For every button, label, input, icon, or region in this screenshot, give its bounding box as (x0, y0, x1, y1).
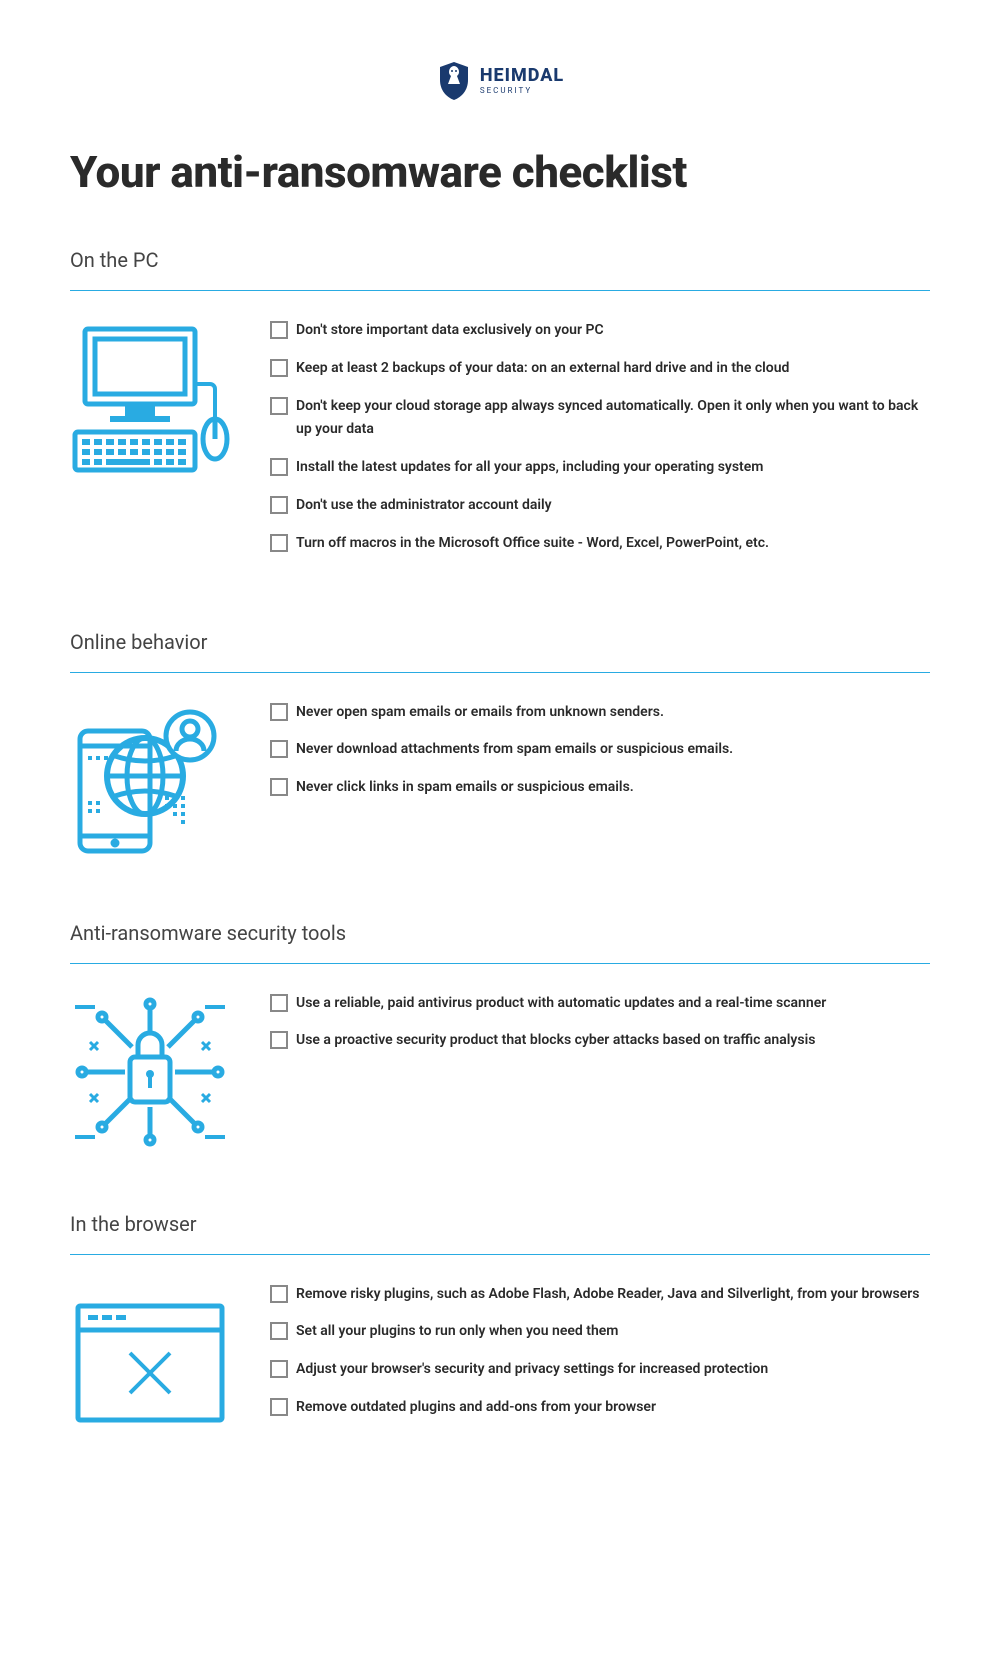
check-text: Remove outdated plugins and add-ons from… (296, 1396, 930, 1420)
section: Online behavior Never open spam emails or… (70, 630, 930, 861)
check-text: Install the latest updates for all your … (296, 456, 930, 480)
section-divider (70, 963, 930, 964)
computer-icon (70, 319, 240, 479)
checkbox[interactable] (270, 1322, 288, 1340)
section-divider (70, 672, 930, 673)
checklist: Never open spam emails or emails from un… (270, 701, 930, 814)
section: Anti-ransomware security tools Use a reli… (70, 921, 930, 1152)
check-item: Remove outdated plugins and add-ons from… (270, 1396, 930, 1420)
check-text: Keep at least 2 backups of your data: on… (296, 357, 930, 381)
check-text: Never click links in spam emails or susp… (296, 776, 930, 800)
check-item: Install the latest updates for all your … (270, 456, 930, 480)
check-item: Use a reliable, paid antivirus product w… (270, 992, 930, 1016)
check-item: Don't store important data exclusively o… (270, 319, 930, 343)
section-title: In the browser (70, 1212, 930, 1236)
checklist: Remove risky plugins, such as Adobe Flas… (270, 1283, 930, 1434)
check-item: Keep at least 2 backups of your data: on… (270, 357, 930, 381)
check-text: Set all your plugins to run only when yo… (296, 1320, 930, 1344)
logo: HEIMDAL SECURITY (436, 60, 564, 102)
checkbox[interactable] (270, 534, 288, 552)
checkbox[interactable] (270, 496, 288, 514)
check-item: Use a proactive security product that bl… (270, 1029, 930, 1053)
check-item: Don't use the administrator account dail… (270, 494, 930, 518)
checkbox[interactable] (270, 321, 288, 339)
section-body: Use a reliable, paid antivirus product w… (70, 992, 930, 1152)
section-title: On the PC (70, 248, 930, 272)
section-title: Anti-ransomware security tools (70, 921, 930, 945)
globe-phone-icon (70, 701, 240, 861)
checkbox[interactable] (270, 1398, 288, 1416)
brand-name: HEIMDAL (480, 67, 564, 85)
check-text: Don't use the administrator account dail… (296, 494, 930, 518)
check-text: Use a reliable, paid antivirus product w… (296, 992, 930, 1016)
checkbox[interactable] (270, 359, 288, 377)
check-item: Remove risky plugins, such as Adobe Flas… (270, 1283, 930, 1307)
check-text: Don't keep your cloud storage app always… (296, 395, 930, 443)
checkbox[interactable] (270, 994, 288, 1012)
checklist: Don't store important data exclusively o… (270, 319, 930, 570)
logo-area: HEIMDAL SECURITY (70, 60, 930, 106)
check-text: Adjust your browser's security and priva… (296, 1358, 930, 1382)
section-divider (70, 1254, 930, 1255)
shield-icon (436, 60, 472, 102)
browser-x-icon (70, 1283, 240, 1443)
check-text: Never open spam emails or emails from un… (296, 701, 930, 725)
lock-circuit-icon (70, 992, 240, 1152)
page-title: Your anti-ransomware checklist (70, 146, 930, 198)
section-body: Remove risky plugins, such as Adobe Flas… (70, 1283, 930, 1443)
checkbox[interactable] (270, 703, 288, 721)
check-item: Don't keep your cloud storage app always… (270, 395, 930, 443)
check-item: Never open spam emails or emails from un… (270, 701, 930, 725)
section: In the browser Remove risky plugins, such… (70, 1212, 930, 1443)
checkbox[interactable] (270, 458, 288, 476)
section: On the PC Don't store important data excl… (70, 248, 930, 570)
check-item: Adjust your browser's security and priva… (270, 1358, 930, 1382)
check-item: Set all your plugins to run only when yo… (270, 1320, 930, 1344)
checkbox[interactable] (270, 740, 288, 758)
checkbox[interactable] (270, 397, 288, 415)
check-text: Remove risky plugins, such as Adobe Flas… (296, 1283, 930, 1307)
section-title: Online behavior (70, 630, 930, 654)
checkbox[interactable] (270, 778, 288, 796)
brand-sub: SECURITY (480, 87, 532, 95)
check-text: Don't store important data exclusively o… (296, 319, 930, 343)
check-text: Turn off macros in the Microsoft Office … (296, 532, 930, 556)
check-text: Never download attachments from spam ema… (296, 738, 930, 762)
check-item: Turn off macros in the Microsoft Office … (270, 532, 930, 556)
section-body: Don't store important data exclusively o… (70, 319, 930, 570)
section-divider (70, 290, 930, 291)
checkbox[interactable] (270, 1031, 288, 1049)
check-item: Never click links in spam emails or susp… (270, 776, 930, 800)
check-text: Use a proactive security product that bl… (296, 1029, 930, 1053)
checkbox[interactable] (270, 1360, 288, 1378)
checkbox[interactable] (270, 1285, 288, 1303)
check-item: Never download attachments from spam ema… (270, 738, 930, 762)
section-body: Never open spam emails or emails from un… (70, 701, 930, 861)
checklist: Use a reliable, paid antivirus product w… (270, 992, 930, 1068)
